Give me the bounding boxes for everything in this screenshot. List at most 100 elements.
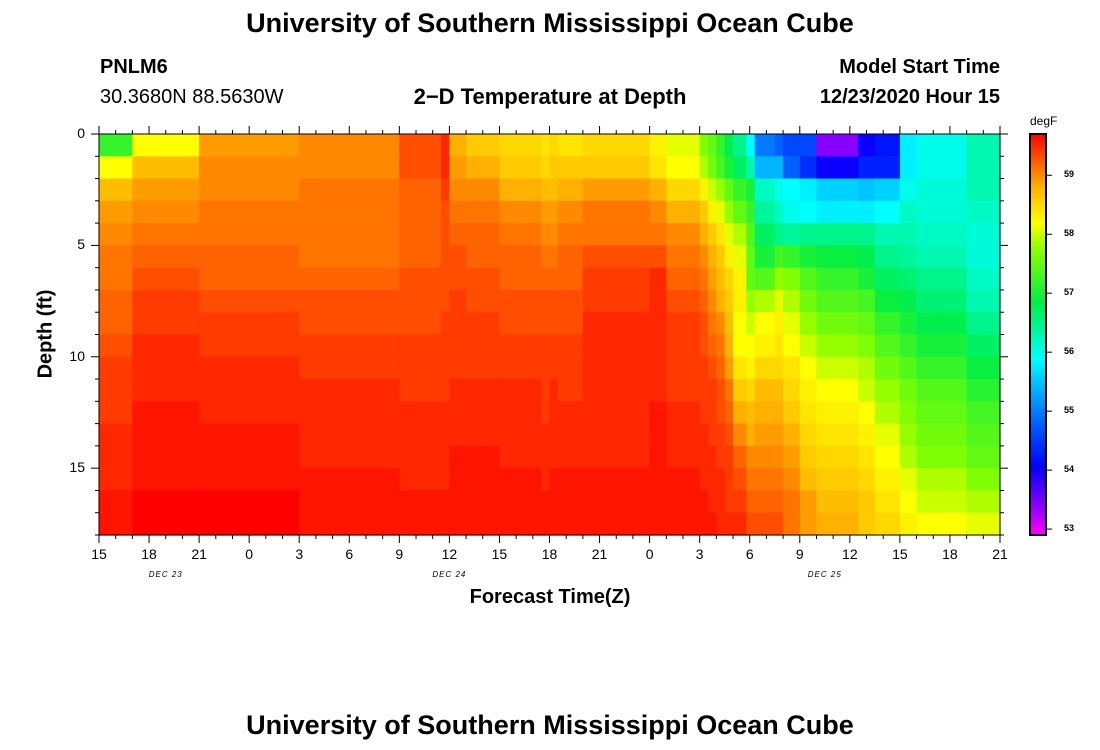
- heatmap-cell: [874, 134, 901, 157]
- heatmap-cell: [916, 289, 968, 313]
- heatmap-cell: [774, 512, 784, 536]
- heatmap-cell: [399, 156, 442, 180]
- heatmap-cell: [557, 445, 584, 469]
- heatmap-cell: [299, 200, 400, 224]
- heatmap-cell: [557, 490, 584, 514]
- x-tick-label: 9: [395, 546, 404, 562]
- heatmap-cell: [441, 178, 450, 202]
- heatmap-cell: [774, 156, 784, 180]
- heatmap-cell: [783, 334, 801, 358]
- heatmap-cell: [541, 334, 551, 358]
- x-axis-label: Forecast Time(Z): [469, 586, 631, 608]
- heatmap-cell: [799, 512, 818, 536]
- heatmap-cell: [708, 289, 717, 313]
- heatmap-cell: [708, 423, 717, 447]
- heatmap-cell: [746, 445, 756, 469]
- heatmap-cell: [966, 223, 1001, 246]
- heatmap-cell: [549, 445, 559, 469]
- heatmap-cell: [708, 200, 717, 224]
- heatmap-cell: [799, 490, 818, 514]
- heatmap-cell: [199, 379, 300, 402]
- heatmap-cell: [466, 468, 501, 492]
- heatmap-cell: [582, 245, 651, 269]
- heatmap-cell: [399, 356, 442, 380]
- heatmap-cell: [449, 178, 467, 202]
- heatmap-cell: [916, 245, 968, 269]
- date-label: DEC 23: [148, 570, 183, 579]
- heatmap-cell: [916, 200, 968, 224]
- heatmap-cell: [858, 289, 876, 313]
- heatmap-cell: [541, 423, 551, 447]
- station-coords: 30.3680N 88.5630W: [100, 86, 284, 108]
- heatmap-cell: [774, 445, 784, 469]
- heatmap-cell: [966, 334, 1001, 358]
- x-tick-label: 9: [795, 546, 804, 562]
- heatmap-cell: [716, 468, 726, 492]
- heatmap-cell: [666, 512, 701, 536]
- heatmap-cell: [816, 356, 859, 380]
- heatmap-cell: [774, 200, 784, 224]
- heatmap-cell: [799, 445, 818, 469]
- heatmap-cell: [724, 134, 734, 157]
- heatmap-cell: [899, 312, 918, 336]
- heatmap-cell: [557, 223, 584, 246]
- heatmap-cell: [746, 356, 756, 380]
- heatmap-cell: [816, 379, 859, 402]
- heatmap-cell: [399, 512, 442, 536]
- heatmap-cell: [557, 245, 584, 269]
- heatmap-cell: [99, 134, 133, 157]
- x-tick-label: 3: [295, 546, 304, 562]
- heatmap-cell: [816, 512, 859, 536]
- heatmap-cell: [858, 334, 876, 358]
- heatmap-cell: [466, 334, 501, 358]
- heatmap-cell: [399, 200, 442, 224]
- heatmap-cell: [199, 490, 300, 514]
- heatmap-cell: [666, 156, 701, 180]
- heatmap-cell: [699, 445, 709, 469]
- heatmap-cell: [441, 267, 450, 291]
- heatmap-cell: [99, 267, 133, 291]
- heatmap-cell: [724, 401, 734, 425]
- heatmap-cell: [666, 445, 701, 469]
- heatmap-cell: [746, 401, 756, 425]
- heatmap-cell: [733, 289, 747, 313]
- heatmap-cell: [874, 423, 901, 447]
- colorbar-tick-label: 58: [1064, 228, 1075, 239]
- heatmap-cell: [754, 156, 776, 180]
- heatmap-cell: [549, 379, 559, 402]
- heatmap-cell: [799, 423, 818, 447]
- heatmap-cell: [132, 512, 200, 536]
- heatmap-cell: [858, 267, 876, 291]
- heatmap-cell: [399, 423, 442, 447]
- heatmap-cell: [132, 245, 200, 269]
- heatmap-cell: [799, 312, 818, 336]
- heatmap-cell: [549, 223, 559, 246]
- heatmap-cell: [132, 379, 200, 402]
- x-tick-label: 6: [745, 546, 754, 562]
- heatmap-cell: [666, 134, 701, 157]
- heatmap-cell: [754, 200, 776, 224]
- heatmap-cell: [441, 312, 450, 336]
- station-id: PNLM6: [100, 56, 168, 78]
- heatmap-cell: [99, 200, 133, 224]
- heatmap-cell: [299, 267, 400, 291]
- heatmap-cell: [783, 245, 801, 269]
- heatmap-cell: [874, 401, 901, 425]
- heatmap-cell: [874, 267, 901, 291]
- heatmap-cell: [399, 334, 442, 358]
- heatmap-cell: [449, 445, 467, 469]
- heatmap-cell: [916, 134, 968, 157]
- heatmap-cell: [466, 401, 501, 425]
- heatmap-cell: [699, 134, 709, 157]
- heatmap-cell: [299, 468, 400, 492]
- heatmap-cell: [541, 267, 551, 291]
- heatmap-cell: [99, 468, 133, 492]
- heatmap-cell: [541, 200, 551, 224]
- heatmap-cell: [557, 156, 584, 180]
- heatmap-cell: [724, 289, 734, 313]
- heatmap-cell: [449, 334, 467, 358]
- heatmap-cell: [399, 134, 442, 157]
- x-tick-label: 18: [541, 546, 558, 562]
- heatmap-cell: [716, 379, 726, 402]
- heatmap-cell: [783, 512, 801, 536]
